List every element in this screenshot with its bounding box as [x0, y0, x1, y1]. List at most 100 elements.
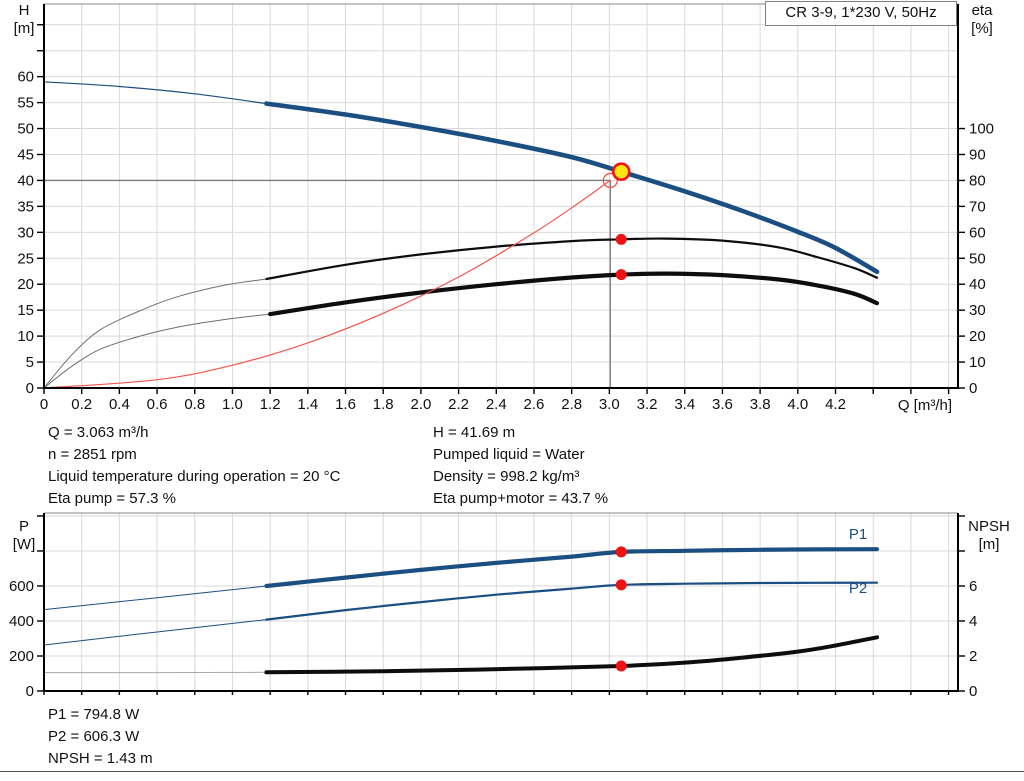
svg-text:20: 20 — [969, 328, 986, 345]
info-head: H = 41.69 m — [433, 424, 516, 441]
tick-labels: 0 200 400 600 0 2 4 6 — [9, 578, 977, 700]
axis-ticks — [37, 515, 965, 695]
svg-text:6: 6 — [969, 578, 977, 595]
duty-value-dot[interactable] — [615, 233, 627, 245]
info-flow: Q = 3.063 m³/h — [48, 424, 149, 441]
svg-text:0: 0 — [969, 380, 977, 397]
svg-text:4: 4 — [969, 613, 977, 630]
duty-value-dot[interactable] — [615, 660, 627, 672]
svg-text:40: 40 — [17, 172, 34, 189]
svg-text:60: 60 — [17, 69, 34, 86]
duty-value-dot[interactable] — [615, 269, 627, 281]
svg-text:4.0: 4.0 — [787, 396, 808, 413]
info-temperature: Liquid temperature during operation = 20… — [48, 468, 341, 485]
requested-duty-marker[interactable] — [602, 172, 618, 189]
curve-system-curve — [43, 179, 611, 389]
curve-p1 — [264, 547, 880, 589]
eta-axis-title: eta — [971, 2, 993, 19]
chart-qh: 0 0.2 0.4 0.6 0.8 1.0 1.2 1.4 1.6 1.8 2.0 2.2 2.4 2.6… — [17, 3, 994, 413]
svg-text:2.0: 2.0 — [410, 396, 431, 413]
svg-text:0.6: 0.6 — [147, 396, 168, 413]
axes — [43, 4, 959, 389]
svg-text:2: 2 — [969, 648, 977, 665]
svg-text:25: 25 — [17, 250, 34, 267]
info-speed: n = 2851 rpm — [48, 446, 137, 463]
svg-text:60: 60 — [969, 224, 986, 241]
svg-text:4.2: 4.2 — [825, 396, 846, 413]
info-eta-pump: Eta pump = 57.3 % — [48, 490, 176, 507]
q-axis-title: Q [m³/h] — [897, 397, 952, 414]
axis-ticks — [37, 24, 965, 394]
chart-power: 0 200 400 600 0 2 4 6 — [9, 512, 977, 700]
info-liquid: Pumped liquid = Water — [433, 446, 585, 463]
svg-text:20: 20 — [17, 276, 34, 293]
plot-area[interactable] — [44, 4, 958, 388]
svg-text:3.0: 3.0 — [599, 396, 620, 413]
svg-text:10: 10 — [969, 354, 986, 371]
curve-eta-pump-motor — [268, 271, 880, 317]
svg-text:55: 55 — [17, 95, 34, 112]
eta-axis-unit: [%] — [971, 20, 993, 37]
svg-text:70: 70 — [969, 198, 986, 215]
pump-type-label: CR 3-9, 1*230 V, 50Hz — [785, 4, 937, 21]
svg-text:400: 400 — [9, 613, 34, 630]
h-axis-unit: [m] — [13, 20, 35, 37]
svg-text:90: 90 — [969, 146, 986, 163]
svg-text:0.4: 0.4 — [109, 396, 130, 413]
plot-area[interactable] — [44, 513, 958, 691]
svg-text:50: 50 — [17, 121, 34, 138]
actual-duty-marker[interactable] — [611, 162, 631, 181]
svg-text:2.6: 2.6 — [524, 396, 545, 413]
svg-text:0: 0 — [40, 396, 48, 413]
svg-text:80: 80 — [969, 172, 986, 189]
svg-text:3.4: 3.4 — [674, 396, 695, 413]
svg-text:3.6: 3.6 — [712, 396, 733, 413]
p-axis-unit: [W] — [12, 536, 36, 553]
svg-text:2.4: 2.4 — [486, 396, 507, 413]
svg-text:40: 40 — [969, 276, 986, 293]
p2-curve-label: P2 — [848, 580, 868, 597]
svg-text:1.4: 1.4 — [297, 396, 318, 413]
svg-text:35: 35 — [17, 198, 34, 215]
duty-crosshair — [44, 179, 611, 388]
curve-p1-ext — [43, 585, 267, 611]
svg-text:1.2: 1.2 — [260, 396, 281, 413]
svg-text:600: 600 — [9, 578, 34, 595]
curve-p2-ext — [43, 619, 267, 646]
pump-type-box: CR 3-9, 1*230 V, 50Hz — [765, 1, 957, 26]
npsh-axis-unit: [m] — [978, 536, 1000, 553]
info-density: Density = 998.2 kg/m³ — [433, 468, 580, 485]
svg-text:3.8: 3.8 — [750, 396, 771, 413]
npsh-axis-title: NPSH — [968, 518, 1010, 535]
svg-text:0.8: 0.8 — [184, 396, 205, 413]
svg-text:2.8: 2.8 — [561, 396, 582, 413]
result-npsh: NPSH = 1.43 m — [48, 750, 153, 767]
svg-text:0: 0 — [26, 683, 34, 700]
svg-text:15: 15 — [17, 302, 34, 319]
curve-eta-pump — [265, 237, 879, 281]
duty-value-dot[interactable] — [615, 579, 627, 591]
svg-text:2.2: 2.2 — [448, 396, 469, 413]
result-p2: P2 = 606.3 W — [48, 728, 140, 745]
tick-labels: 0 0.2 0.4 0.6 0.8 1.0 1.2 1.4 1.6 1.8 2.0 2.2 2.4 2.6… — [17, 69, 994, 413]
curve-p2 — [265, 581, 879, 621]
page-divider — [0, 771, 1024, 772]
p-axis-title: P — [18, 518, 29, 535]
h-axis-title: H — [18, 2, 30, 19]
duty-value-dot[interactable] — [615, 546, 627, 558]
curve-eta-pump-ext — [43, 278, 267, 389]
svg-text:100: 100 — [969, 121, 994, 138]
svg-text:1.8: 1.8 — [373, 396, 394, 413]
svg-text:0: 0 — [26, 380, 34, 397]
svg-text:30: 30 — [17, 224, 34, 241]
axes — [43, 513, 959, 692]
result-p1: P1 = 794.8 W — [48, 706, 140, 723]
svg-text:0: 0 — [969, 683, 977, 700]
svg-text:50: 50 — [969, 250, 986, 267]
svg-text:3.2: 3.2 — [637, 396, 658, 413]
info-eta-total: Eta pump+motor = 43.7 % — [433, 490, 609, 507]
svg-text:200: 200 — [9, 648, 34, 665]
svg-text:0.2: 0.2 — [71, 396, 92, 413]
